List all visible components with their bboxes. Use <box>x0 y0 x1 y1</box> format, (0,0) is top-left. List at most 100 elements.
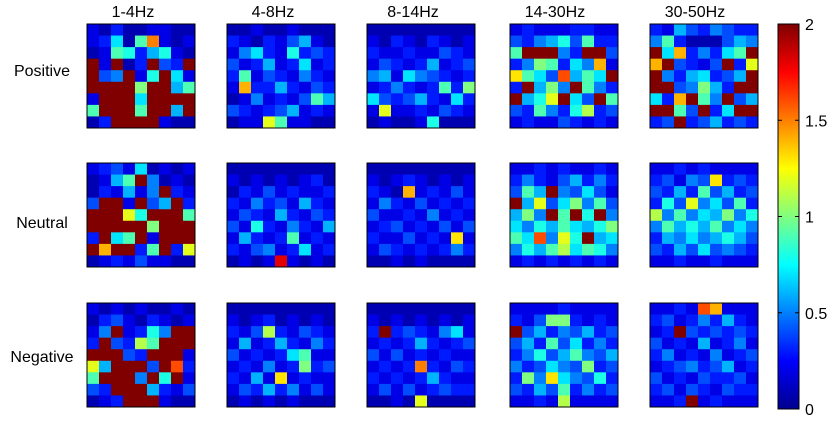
colorbar-tick-label: 2 <box>805 17 814 34</box>
heatmap-cell <box>662 360 675 373</box>
heatmap-cell <box>171 70 184 83</box>
heatmap-cell <box>251 24 264 36</box>
heatmap-cell <box>606 209 619 222</box>
heatmap-cell <box>606 58 619 71</box>
heatmap-cell <box>722 209 735 222</box>
heatmap-cell <box>135 35 148 48</box>
heatmap-cell <box>171 232 184 245</box>
heatmap-cell <box>734 232 747 245</box>
heatmap-cell <box>367 314 380 327</box>
heatmap-cell <box>391 255 404 268</box>
heatmap-cell <box>171 326 184 339</box>
heatmap-cell <box>594 186 607 199</box>
heatmap-cell <box>171 47 184 60</box>
heatmap-cell <box>674 174 687 187</box>
heatmap-cell <box>183 93 196 106</box>
heatmap-cell <box>183 220 196 233</box>
heatmap-cell <box>710 174 723 187</box>
heatmap-cell <box>698 104 711 117</box>
heatmap-cell <box>594 383 607 396</box>
heatmap-cell <box>111 93 124 106</box>
heatmap-cell <box>299 395 312 408</box>
heatmap-cell <box>698 58 711 71</box>
heatmap-cell <box>558 35 571 48</box>
heatmap-cell <box>135 349 148 362</box>
heatmap-cell <box>299 372 312 385</box>
heatmap-cell <box>439 47 452 60</box>
heatmap-cell <box>558 104 571 117</box>
heatmap-cell <box>734 372 747 385</box>
heatmap-cell <box>582 35 595 48</box>
heatmap-cell <box>451 186 464 199</box>
heatmap-cell <box>650 303 663 315</box>
heatmap-cell <box>427 81 440 94</box>
heatmap-cell <box>379 104 392 117</box>
heatmap-cell <box>534 303 547 315</box>
heatmap-cell <box>263 337 276 350</box>
heatmap-cell <box>99 232 112 245</box>
heatmap-cell <box>546 174 559 187</box>
heatmap-cell <box>439 81 452 94</box>
heatmap-cell <box>263 255 276 268</box>
heatmap-cell <box>674 197 687 210</box>
heatmap-cell <box>251 47 264 60</box>
colorbar-tick-label: 0.5 <box>805 306 827 323</box>
heatmap-cell <box>287 360 300 373</box>
heatmap-cell <box>546 209 559 222</box>
heatmap-cell <box>558 326 571 339</box>
heatmap-cell <box>439 360 452 373</box>
heatmap-cell <box>171 314 184 327</box>
heatmap-cell <box>710 349 723 362</box>
heatmap-cell <box>451 209 464 222</box>
heatmap-cell <box>558 255 571 268</box>
heatmap-cell <box>323 24 336 36</box>
heatmap-cell <box>287 395 300 408</box>
heatmap-cell <box>722 372 735 385</box>
heatmap-cell <box>87 220 100 233</box>
heatmap-cell <box>650 395 663 408</box>
heatmap-cell <box>594 326 607 339</box>
heatmap-cell <box>367 93 380 106</box>
heatmap-cell <box>287 163 300 175</box>
heatmap-cell <box>594 209 607 222</box>
heatmap-cell <box>311 197 324 210</box>
heatmap-cell <box>674 81 687 94</box>
heatmap-cell <box>171 243 184 256</box>
heatmap-cell <box>367 326 380 339</box>
heatmap-cell <box>650 220 663 233</box>
heatmap-cell <box>99 372 112 385</box>
heatmap-cell <box>415 70 428 83</box>
heatmap-cell <box>275 70 288 83</box>
heatmap-cell <box>275 220 288 233</box>
heatmap-cell <box>275 326 288 339</box>
heatmap-cell <box>463 243 476 256</box>
heatmap-cell <box>546 58 559 71</box>
heatmap-cell <box>299 35 312 48</box>
heatmap-cell <box>299 303 312 315</box>
heatmap-cell <box>722 255 735 268</box>
heatmap-cell <box>135 395 148 408</box>
heatmap-panel-frame <box>226 162 336 268</box>
heatmap-cell <box>251 337 264 350</box>
heatmap-cell <box>698 24 711 36</box>
heatmap-cell <box>239 337 252 350</box>
heatmap-cell <box>227 104 240 117</box>
heatmap-cell <box>427 197 440 210</box>
heatmap-cell <box>534 349 547 362</box>
heatmap-cell <box>650 383 663 396</box>
heatmap-cell <box>239 70 252 83</box>
heatmap-cell <box>87 81 100 94</box>
heatmap-cell <box>123 395 136 408</box>
heatmap-cell <box>686 58 699 71</box>
heatmap-cell <box>674 35 687 48</box>
heatmap-cell <box>734 220 747 233</box>
heatmap-cell <box>463 197 476 210</box>
heatmap-cell <box>582 58 595 71</box>
heatmap-cell <box>111 372 124 385</box>
heatmap-cell <box>606 104 619 117</box>
heatmap-cell <box>379 24 392 36</box>
heatmap-cell <box>323 174 336 187</box>
heatmap-cell <box>183 337 196 350</box>
heatmap-cell <box>159 326 172 339</box>
heatmap-cell <box>123 337 136 350</box>
